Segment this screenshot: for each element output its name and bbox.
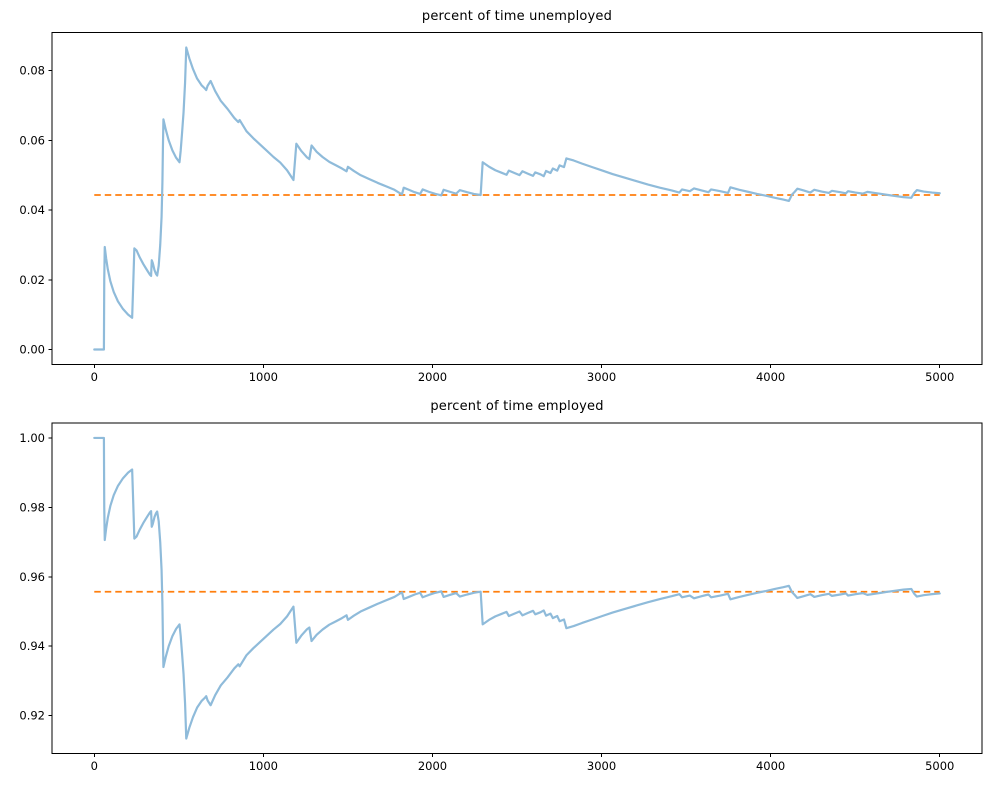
- y-tick-label: 0.00: [19, 343, 45, 357]
- x-tick-label: 2000: [418, 370, 447, 384]
- y-tick-label: 0.04: [19, 203, 45, 217]
- series-line: [93, 436, 941, 740]
- y-tick-label: 0.98: [19, 500, 45, 514]
- x-tick-label: 5000: [925, 370, 954, 384]
- x-tick-label: 0: [91, 370, 98, 384]
- y-tick-label: 0.96: [19, 570, 45, 584]
- x-tick-label: 3000: [587, 370, 616, 384]
- x-tick-label: 2000: [418, 759, 447, 773]
- x-tick-label: 3000: [587, 759, 616, 773]
- axes-spines: [51, 422, 983, 754]
- x-tick-label: 4000: [756, 759, 785, 773]
- y-tick-label: 0.08: [19, 64, 45, 78]
- axes-spines: [51, 32, 983, 365]
- y-tick-label: 0.94: [19, 639, 45, 653]
- y-tick-label: 0.02: [19, 273, 45, 287]
- y-tick-label: 0.06: [19, 133, 45, 147]
- x-tick-label: 1000: [249, 759, 278, 773]
- chart1-title: percent of time unemployed: [421, 9, 613, 24]
- x-tick-label: 5000: [925, 759, 954, 773]
- x-tick-label: 4000: [756, 370, 785, 384]
- chart2-title: percent of time employed: [430, 399, 604, 414]
- axes-2: 0 1000 2000 3000 4000 5000 0.92 0.94 0.96 0.98 1.0…: [19, 422, 983, 773]
- y-tick-label: 0.92: [19, 709, 45, 723]
- axes-1: 0 1000 2000 3000 4000 5000 0.00 0.02 0.04 0.06 0.0…: [19, 32, 983, 384]
- x-tick-label: 1000: [249, 370, 278, 384]
- y-tick-label: 1.00: [19, 431, 45, 445]
- series-line: [93, 46, 941, 351]
- x-tick-label: 0: [91, 759, 98, 773]
